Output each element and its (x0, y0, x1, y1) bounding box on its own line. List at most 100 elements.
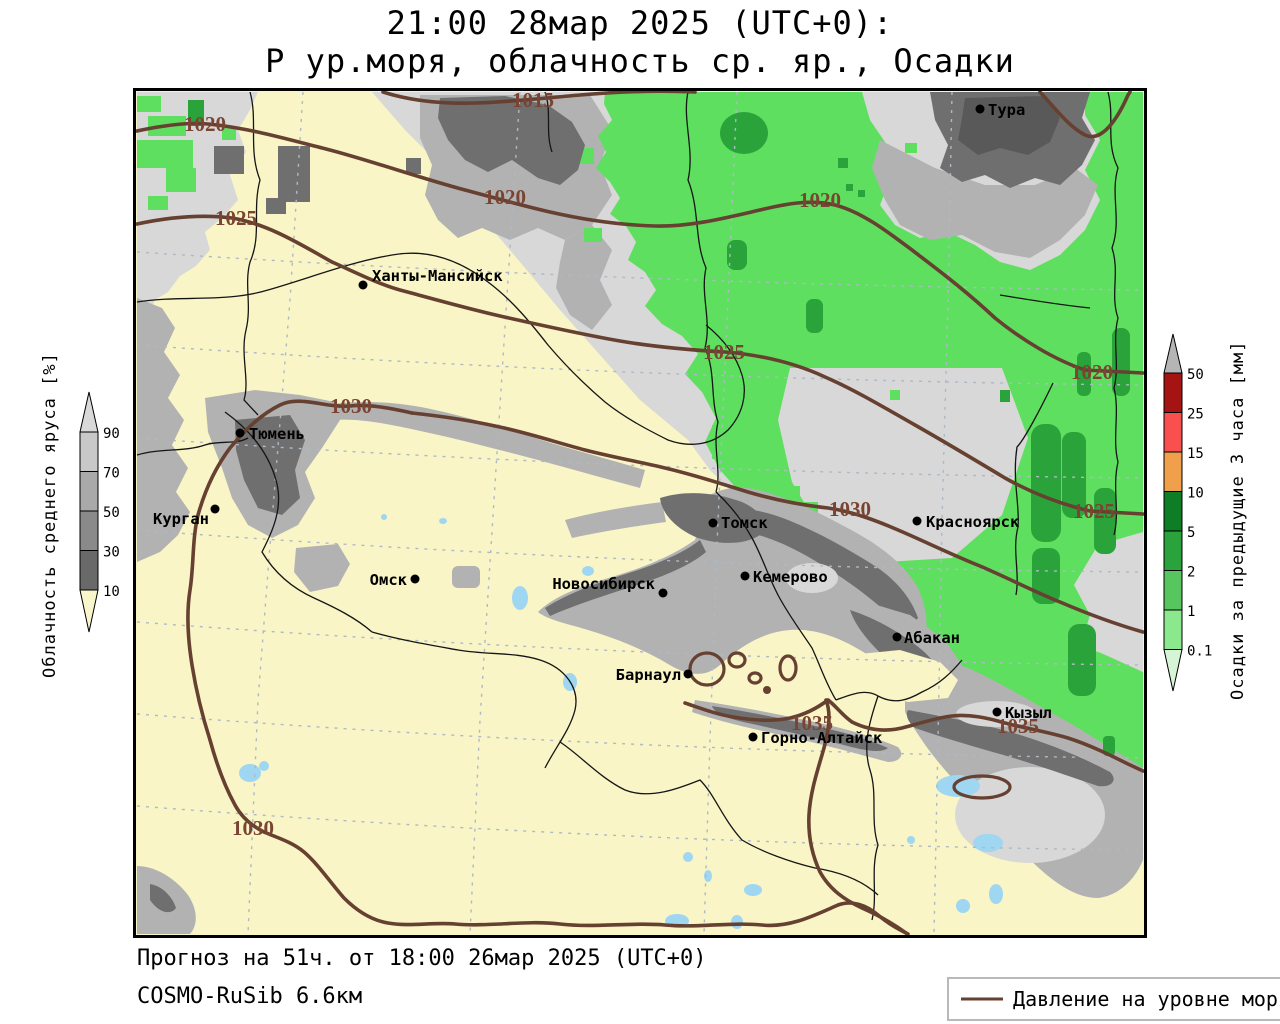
heavy-precip (1031, 424, 1061, 542)
city-tomsk: Томск (708, 514, 768, 532)
isobar-label: 1030 (232, 816, 274, 840)
colorbar-arrow-bottom (1163, 649, 1183, 692)
isobar-label: 1030 (829, 497, 871, 521)
lake (989, 884, 1003, 904)
heavy-precip (727, 240, 747, 270)
closed-isobar (727, 651, 747, 669)
colorbar-tick: 50 (1187, 367, 1204, 383)
city-kyzyl: Кызыл (992, 704, 1052, 722)
colorbar-tick: 5 (1187, 525, 1195, 541)
city-label: Красноярск (926, 513, 1020, 531)
cloud-shape (556, 225, 612, 330)
city-tyumen: Тюмень (235, 425, 305, 443)
colorbar-tick: 0.1 (1187, 644, 1212, 660)
lake (731, 915, 743, 929)
colorbar-segment (79, 510, 99, 551)
region-border (999, 294, 1091, 309)
lake (956, 899, 970, 913)
precip-colorbar: 50 25 15 10 5 2 1 0.1 (1163, 333, 1212, 692)
cloud-shape (452, 566, 480, 588)
city-dot (683, 669, 693, 679)
region-border (224, 411, 373, 633)
city-label: Тура (988, 101, 1025, 119)
region-border (835, 659, 963, 702)
isobar-label: 1020 (1071, 360, 1113, 384)
mountain-cloud-layer (538, 487, 1143, 898)
colorbar-segment (79, 550, 99, 591)
city-novosibirsk: Новосибирск (552, 575, 668, 598)
city-dot (410, 574, 420, 584)
cloud-shape (660, 493, 764, 543)
parallel (136, 344, 1144, 386)
closed-isobar (688, 651, 726, 687)
isobar-label: 1025 (1073, 499, 1115, 523)
cloud-colorbar-title: Облачность среднего яруса [%] (40, 352, 60, 678)
city-label: Горно-Алтайск (761, 729, 883, 747)
isobar-label: 1030 (330, 394, 372, 418)
forecast-info: Прогноз на 51ч. от 18:00 26мар 2025 (UTC… (137, 946, 707, 971)
precip-region (1035, 644, 1143, 758)
pressure-line-sample (961, 997, 1003, 1001)
lake (259, 761, 269, 771)
isobar-1030-east (410, 411, 1144, 634)
city-gorno-altaysk: Горно-Алтайск (748, 729, 883, 747)
city-label: Барнаул (616, 666, 681, 684)
city-layer: Тура Ханты-Мансийск Тюмень Курган Омск Т… (153, 101, 1052, 747)
colorbar-segment (79, 431, 99, 472)
city-label: Абакан (904, 629, 960, 647)
isobar-1035-south (807, 698, 908, 935)
cloud-shape (406, 158, 421, 174)
city-label: Тюмень (249, 425, 305, 443)
lake (239, 764, 261, 782)
heavy-precip (1103, 736, 1115, 756)
city-dot (210, 504, 220, 514)
city-dot (892, 632, 902, 642)
city-dot (708, 518, 718, 528)
colorbar-segment (1163, 609, 1183, 650)
city-barnaul: Барнаул (616, 666, 693, 684)
heavy-precip (1062, 432, 1086, 518)
region-border (371, 631, 577, 769)
cloud-shape (705, 508, 918, 623)
city-label: Омск (370, 571, 408, 589)
isobar-1025 (136, 214, 1144, 516)
region-border (243, 91, 261, 416)
lake (582, 566, 594, 576)
precip-heavy-layer (188, 100, 1130, 756)
clear-pocket (848, 650, 958, 702)
region-border (1014, 382, 1054, 596)
city-label: Кызыл (1005, 704, 1052, 722)
isobar-label: 1035 (997, 714, 1039, 738)
isobar-label: 1020 (184, 112, 226, 136)
closed-isobar (952, 774, 1012, 800)
city-dot (992, 707, 1002, 717)
closed-isobars (688, 651, 1012, 800)
isobar-layer (136, 91, 1144, 935)
page-subtitle: Р ур.моря, облачность ср. яр., Осадки (265, 42, 1015, 80)
meridian (933, 91, 953, 935)
city-dot (658, 588, 668, 598)
city-abakan: Абакан (892, 629, 960, 647)
colorbar-segment (1163, 412, 1183, 453)
cloud-shape (786, 563, 838, 593)
colorbar-arrow-top (1163, 333, 1183, 374)
lake (381, 514, 387, 520)
city-label: Новосибирск (552, 575, 655, 593)
colorbar-tick: 15 (1187, 446, 1204, 462)
colorbar-arrow-top (79, 391, 99, 433)
colorbar-tick: 70 (103, 466, 120, 482)
region-border (136, 252, 745, 445)
colorbar-segment (1163, 372, 1183, 413)
heavy-precip (1000, 390, 1010, 402)
cloud-shape (214, 146, 244, 174)
weather-map[interactable]: 1015 1020 1020 1020 1020 1025 1025 1025 … (136, 91, 1144, 935)
isobar-1015 (381, 91, 697, 105)
colorbar-tick: 10 (1187, 486, 1204, 502)
cloud-shape (278, 146, 310, 202)
lake (936, 775, 980, 797)
city-khanty-mansiysk: Ханты-Мансийск (358, 267, 503, 290)
closed-isobar (778, 654, 798, 682)
isobar-1020 (136, 121, 1144, 375)
city-dot (975, 104, 985, 114)
